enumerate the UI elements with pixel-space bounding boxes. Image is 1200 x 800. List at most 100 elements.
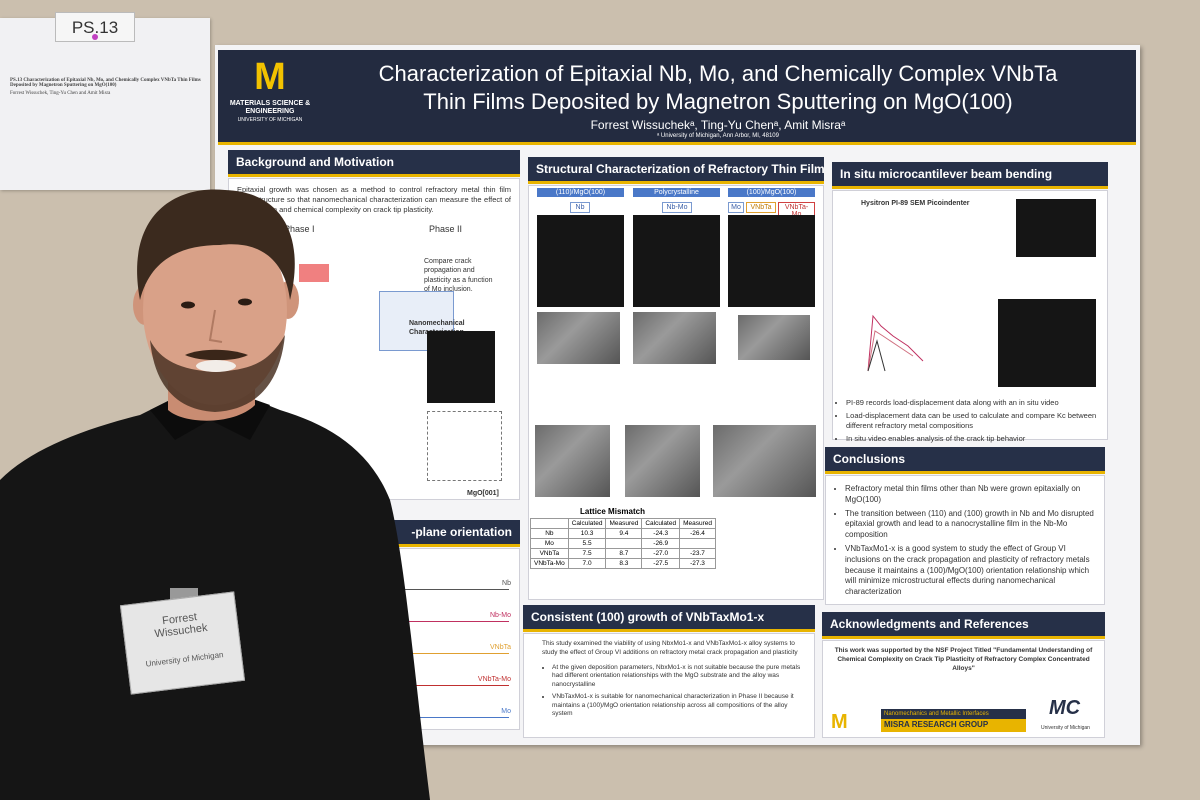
table-row: VNbTa-Mo 7.0 8.3 -27.5 -27.3 [530, 558, 716, 569]
table-wrap: Calculated Measured Calculated Measured Nb 10… [530, 518, 716, 569]
video-image [998, 299, 1096, 387]
logo-dept: MATERIALS SCIENCE & ENGINEERING [229, 100, 311, 115]
background-text: Epitaxial growth was chosen as a method … [237, 185, 511, 215]
poster-authors: Forrest Wissuchekᵃ, Ting-Yu Chenᵃ, Amit … [590, 118, 846, 132]
eye [181, 301, 195, 309]
xrd-trace [399, 589, 509, 590]
material-label: VNbTa [746, 202, 776, 213]
section-heading: In situ microcantilever beam bending [832, 162, 1108, 189]
saed-image [633, 215, 720, 307]
group-tagline: Nanomechanics and Metallic Interfaces [881, 709, 1026, 720]
column-label: (100)/MgO(100) [728, 188, 815, 197]
ack-text: This work was supported by the NSF Proje… [834, 647, 1093, 672]
bullet: Refractory metal thin films other than N… [845, 484, 1096, 506]
xrd-trace [399, 685, 509, 686]
sem-image [625, 425, 700, 497]
eye [238, 298, 252, 306]
side-sheet-authors: Forrest Wissuchek, Ting-Yu Chen and Amit… [10, 91, 111, 96]
sem-image [535, 425, 610, 497]
lattice-diagram [427, 411, 502, 481]
title-line: Thin Films Deposited by Magnetron Sputte… [423, 89, 1013, 114]
table-cell: -27.3 [679, 558, 716, 569]
tem-image [537, 312, 620, 364]
poster-header: M MATERIALS SCIENCE & ENGINEERING UNIVER… [218, 50, 1136, 142]
phase2-text: Compare crack propagation and plasticity… [424, 258, 493, 294]
conclusions-panel: Refractory metal thin films other than N… [825, 475, 1105, 605]
ack-panel: This work was supported by the NSF Proje… [822, 640, 1105, 738]
section-heading: Background and Motivation [228, 150, 520, 177]
hair [137, 189, 295, 300]
xrd-trace [399, 653, 509, 654]
tem-image [738, 315, 810, 360]
logo-letter: M [254, 56, 286, 98]
trace-label: Nb [502, 580, 511, 587]
title-line: Characterization of Epitaxial Nb, Mo, an… [378, 61, 1058, 86]
table-title: Lattice Mismatch [580, 507, 645, 516]
nose [208, 309, 223, 343]
trace-label: VNbTa [489, 644, 511, 651]
mc-logo: MC [1049, 697, 1081, 719]
name-badge: Forrest Wissuchek University of Michigan [119, 591, 246, 695]
curve [867, 314, 924, 372]
phase-label: Phase I [284, 224, 315, 234]
beard [150, 335, 285, 412]
mustache [185, 349, 248, 361]
tem-image [633, 312, 716, 364]
insitu-list: PI-89 records load-displacement data alo… [835, 398, 1097, 448]
sem-image [713, 425, 816, 497]
trace-label: Nb-Mo [489, 612, 511, 619]
side-sheet: PS.13 Characterization of Epitaxial Nb, … [0, 18, 210, 190]
poster-affiliation: ᵃ University of Michigan, Ann Arbor, MI,… [657, 133, 779, 139]
bullet: PI-89 records load-displacement data alo… [846, 398, 1097, 408]
curve [867, 330, 914, 372]
material-label: Nb-Mo [662, 202, 692, 213]
bullet: At the given deposition parameters, NbxM… [552, 664, 806, 690]
group-logo: M [831, 711, 848, 733]
insitu-panel: Hysitron PI-89 SEM Picoindenter PI-89 re… [832, 190, 1108, 443]
cantilever-image [1016, 199, 1096, 257]
group-name: MISRA RESEARCH GROUP [881, 719, 1026, 732]
bullet: In situ video enables analysis of the cr… [846, 434, 1097, 444]
table-row: Calculated Measured Calculated Measured [530, 518, 716, 529]
consistent-panel: This study examined the viability of usi… [523, 633, 815, 738]
conclusions-list: Refractory metal thin films other than N… [834, 484, 1096, 598]
smile [196, 360, 236, 372]
mc-univ: University of Michigan [1041, 725, 1090, 731]
material-label: Mo [728, 202, 744, 213]
saed-image [537, 215, 624, 307]
poster-tag: PS.13 [55, 12, 135, 42]
instrument-label: Hysitron PI-89 SEM Picoindenter [861, 200, 970, 207]
sem-image [427, 331, 495, 403]
trace-label: Mo [501, 708, 511, 715]
consistent-text: This study examined the viability of usi… [542, 640, 798, 656]
saed-image [728, 215, 815, 307]
logo-univ: UNIVERSITY OF MICHIGAN [237, 117, 303, 123]
section-heading: Structural Characterization of Refractor… [528, 157, 824, 184]
material-label: Nb [570, 202, 590, 213]
badge-affiliation: University of Michigan [145, 650, 224, 669]
xrd-trace [399, 621, 509, 622]
bullet: VNbTaxMo1-x is suitable for nanomechanic… [552, 693, 806, 719]
trace-label: VNbTa-Mo [477, 676, 511, 683]
consistent-list: At the given deposition parameters, NbxM… [532, 664, 806, 720]
axis-label: MgO[001] [467, 490, 499, 497]
bullet: Load-displacement data can be used to ca… [846, 411, 1097, 431]
curve [867, 339, 886, 372]
film-diagram [299, 264, 329, 282]
table-cell: 8.3 [605, 558, 643, 569]
column-label: Polycrystalline [633, 188, 720, 197]
pin [92, 34, 98, 40]
lattice-table: Calculated Measured Calculated Measured Nb 10… [530, 518, 716, 569]
header-stripe [218, 142, 1136, 145]
bullet: VNbTaxMo1-x is a good system to study th… [845, 544, 1096, 598]
load-plot [867, 314, 924, 372]
bullet: The transition between (110) and (100) g… [845, 509, 1096, 541]
column-label: (110)/MgO(100) [537, 188, 624, 197]
section-heading: Consistent (100) growth of VNbTaxMo1-x [523, 605, 815, 632]
phase-label: Phase II [429, 224, 463, 234]
poster-title: Characterization of Epitaxial Nb, Mo, an… [308, 60, 1128, 116]
xrd-trace [399, 717, 509, 718]
side-sheet-title: PS.13 Characterization of Epitaxial Nb, … [10, 78, 201, 88]
section-heading: Conclusions [825, 447, 1105, 474]
